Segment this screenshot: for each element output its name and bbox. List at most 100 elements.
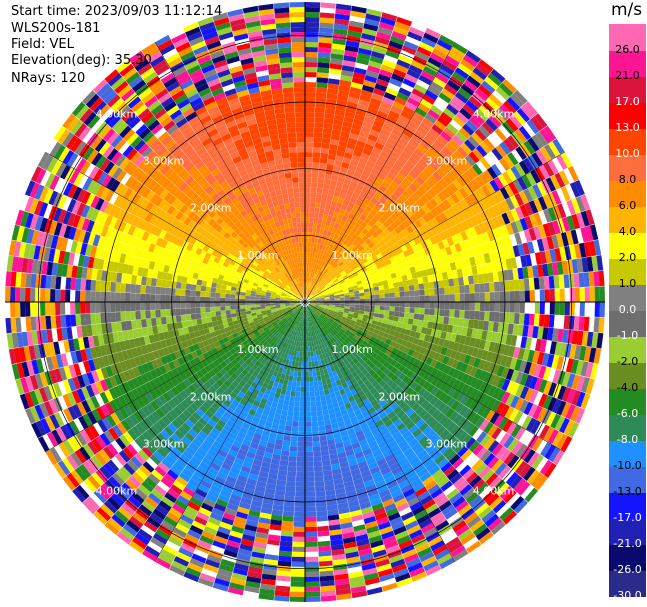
velocity-gate	[370, 399, 379, 407]
velocity-gate	[120, 419, 132, 432]
velocity-gate	[149, 389, 159, 400]
velocity-gate	[409, 205, 418, 214]
velocity-gate	[316, 515, 328, 522]
velocity-gate	[312, 335, 316, 342]
velocity-gate	[387, 457, 398, 467]
velocity-gate	[323, 474, 334, 481]
velocity-gate	[239, 470, 250, 478]
velocity-gate	[437, 458, 449, 469]
velocity-gate	[510, 395, 520, 409]
velocity-gate	[305, 132, 314, 138]
velocity-gate	[510, 93, 524, 108]
velocity-gate	[432, 171, 443, 182]
velocity-gate	[384, 310, 390, 316]
velocity-gate	[413, 284, 420, 291]
velocity-gate	[409, 356, 417, 365]
velocity-gate	[365, 322, 372, 327]
velocity-gate	[262, 409, 270, 417]
velocity-gate	[363, 379, 372, 387]
velocity-gate	[343, 480, 355, 488]
velocity-gate	[471, 328, 478, 339]
velocity-gate	[393, 311, 400, 317]
velocity-gate	[387, 345, 395, 352]
velocity-gate	[367, 330, 374, 336]
velocity-gate	[258, 318, 264, 323]
velocity-gate	[573, 273, 580, 288]
velocity-gate	[241, 328, 248, 334]
velocity-gate	[585, 225, 594, 242]
velocity-gate	[369, 97, 382, 106]
velocity-gate	[277, 560, 292, 567]
velocity-gate	[278, 313, 284, 317]
velocity-gate	[292, 421, 299, 427]
velocity-gate	[214, 577, 230, 587]
velocity-gate	[462, 344, 470, 355]
velocity-gate	[299, 316, 302, 322]
velocity-gate	[296, 461, 305, 467]
velocity-gate	[239, 543, 253, 552]
velocity-gate	[290, 334, 295, 340]
velocity-gate	[412, 428, 423, 438]
velocity-gate	[497, 377, 506, 390]
velocity-gate	[294, 501, 305, 507]
velocity-gate	[334, 390, 341, 398]
velocity-gate	[365, 255, 372, 262]
velocity-gate	[308, 311, 311, 317]
velocity-gate	[469, 310, 475, 320]
velocity-gate	[351, 269, 357, 275]
velocity-gate	[103, 446, 115, 460]
velocity-gate	[119, 361, 128, 372]
velocity-gate	[338, 268, 344, 274]
velocity-gate	[452, 379, 461, 390]
velocity-gate	[393, 568, 409, 578]
velocity-gate	[308, 331, 311, 337]
velocity-gate	[238, 359, 245, 366]
velocity-gate	[502, 322, 509, 334]
velocity-gate	[355, 340, 362, 346]
velocity-gate	[477, 404, 487, 417]
velocity-gate	[359, 213, 367, 221]
velocity-gate	[157, 418, 168, 430]
velocity-gate	[345, 391, 353, 398]
velocity-gate	[313, 142, 322, 148]
velocity-gate	[259, 320, 265, 325]
velocity-gate	[287, 364, 292, 371]
velocity-gate	[515, 146, 527, 161]
velocity-gate	[425, 564, 442, 576]
velocity-gate	[524, 216, 534, 229]
velocity-gate	[314, 274, 318, 280]
velocity-gate	[360, 443, 371, 452]
velocity-gate	[446, 435, 458, 447]
velocity-gate	[388, 554, 404, 564]
velocity-gate	[593, 239, 602, 256]
velocity-gate	[40, 418, 52, 434]
velocity-gate	[426, 383, 435, 393]
velocity-gate	[348, 91, 361, 100]
velocity-gate	[170, 377, 180, 387]
velocity-gate	[286, 308, 292, 312]
velocity-gate	[357, 316, 363, 321]
velocity-gate	[466, 181, 477, 193]
velocity-gate	[443, 127, 456, 139]
velocity-gate	[341, 316, 347, 321]
velocity-gate	[345, 269, 352, 275]
velocity-gate	[443, 107, 456, 120]
velocity-gate	[402, 430, 412, 440]
velocity-gate	[568, 273, 575, 288]
velocity-gate	[238, 501, 251, 510]
velocity-gate	[425, 201, 435, 211]
velocity-gate	[223, 372, 231, 380]
velocity-gate	[209, 444, 220, 454]
velocity-gate	[409, 501, 423, 512]
velocity-gate	[330, 139, 340, 146]
velocity-gate	[451, 389, 461, 400]
velocity-gate	[418, 314, 425, 321]
velocity-gate	[533, 364, 542, 378]
velocity-gate	[215, 379, 224, 387]
velocity-gate	[468, 116, 482, 129]
velocity-gate	[571, 259, 579, 274]
velocity-gate	[519, 360, 528, 373]
velocity-gate	[213, 503, 227, 513]
velocity-gate	[82, 461, 96, 476]
velocity-gate	[320, 223, 326, 230]
